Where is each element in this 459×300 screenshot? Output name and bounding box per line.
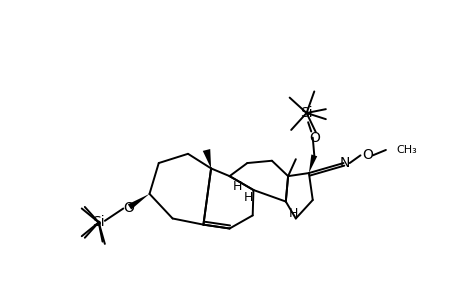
Text: O: O bbox=[123, 201, 134, 215]
Text: O: O bbox=[308, 130, 319, 145]
Text: H: H bbox=[243, 191, 252, 204]
Text: H: H bbox=[288, 207, 297, 220]
Text: H: H bbox=[232, 180, 241, 194]
Text: O: O bbox=[361, 148, 372, 162]
Polygon shape bbox=[128, 194, 149, 209]
Text: Si: Si bbox=[300, 106, 312, 120]
Text: Si: Si bbox=[92, 215, 105, 229]
Polygon shape bbox=[202, 149, 211, 168]
Text: N: N bbox=[338, 156, 349, 170]
Polygon shape bbox=[308, 154, 317, 173]
Text: CH₃: CH₃ bbox=[396, 145, 416, 155]
